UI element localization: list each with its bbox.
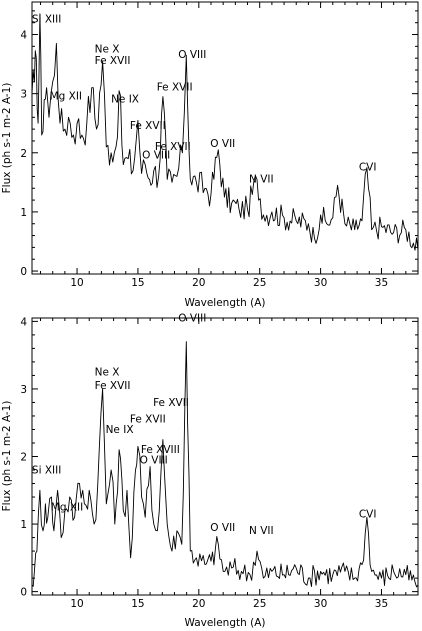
x-tick-label: 10 [70, 277, 83, 289]
y-tick-label: 4 [20, 316, 27, 328]
line-label: Ne IX [106, 424, 134, 436]
line-label: Fe XVII [95, 55, 131, 67]
line-label: Si XIII [32, 14, 61, 26]
line-label: Fe XVII [153, 397, 189, 409]
top-spectrum-line [31, 13, 419, 251]
line-label: N VII [249, 525, 274, 537]
bottom-x-axis-label: Wavelength (A) [184, 617, 265, 629]
line-label: Ne X [95, 43, 120, 55]
y-tick-label: 0 [20, 587, 27, 599]
top-axis-ticks: 10 15 20 25 30 35 0 1 2 3 4 [20, 2, 419, 289]
x-tick-label: 30 [314, 598, 327, 610]
x-tick-label: 20 [192, 598, 205, 610]
y-tick-label: 1 [20, 519, 27, 531]
x-tick-label: 15 [131, 598, 144, 610]
line-label: CVI [359, 508, 377, 520]
x-tick-label: 15 [131, 277, 144, 289]
y-tick-label: 3 [20, 384, 27, 396]
line-label: Mg XII [50, 91, 82, 103]
x-tick-label: 30 [314, 277, 327, 289]
line-label: Fe XVII [95, 380, 131, 392]
bottom-spectrum-panel: 10 15 20 25 30 35 0 1 2 3 4 Si XIII Mg XII Ne X Fe XV… [1, 312, 419, 629]
x-tick-label: 25 [253, 277, 266, 289]
line-label: Ne IX [111, 94, 139, 106]
x-tick-label: 20 [192, 277, 205, 289]
line-label: O VII [210, 138, 235, 150]
y-tick-label: 2 [20, 148, 27, 160]
line-label: Ne X [95, 366, 120, 378]
top-y-axis-label: Flux (ph s-1 m-2 A-1) [1, 83, 13, 194]
x-tick-label: 25 [253, 598, 266, 610]
y-tick-label: 4 [20, 30, 27, 42]
bottom-plot-frame [31, 317, 419, 596]
line-label: Fe XVII [155, 141, 191, 153]
bottom-y-axis-label: Flux (ph s-1 m-2 A-1) [1, 401, 13, 512]
top-plot-frame [31, 1, 419, 275]
line-label: Fe XVII [130, 414, 166, 426]
line-label: O VIII [178, 312, 206, 324]
y-tick-label: 3 [20, 89, 27, 101]
y-tick-label: 2 [20, 452, 27, 464]
x-tick-label: 10 [70, 598, 83, 610]
top-x-axis-label: Wavelength (A) [184, 297, 265, 309]
x-tick-label: 35 [375, 277, 388, 289]
line-label: O VIII [178, 49, 206, 61]
line-label: O VIII [140, 454, 168, 466]
line-label: N VII [249, 173, 274, 185]
x-tick-label: 35 [375, 598, 388, 610]
line-label: O VII [210, 522, 235, 534]
line-label: O VIII [142, 150, 170, 162]
line-label: Si XIII [32, 464, 61, 476]
line-label: Fe XVIII [141, 444, 180, 456]
y-tick-label: 1 [20, 207, 27, 219]
line-label: Fe XVII [130, 120, 166, 132]
line-label: CVI [359, 162, 377, 174]
y-tick-label: 0 [20, 266, 27, 278]
bottom-axis-ticks: 10 15 20 25 30 35 0 1 2 3 4 [20, 316, 419, 610]
line-label: Mg XII [51, 502, 83, 514]
line-label: Fe XVII [157, 82, 193, 94]
bottom-spectrum-line [31, 341, 419, 588]
